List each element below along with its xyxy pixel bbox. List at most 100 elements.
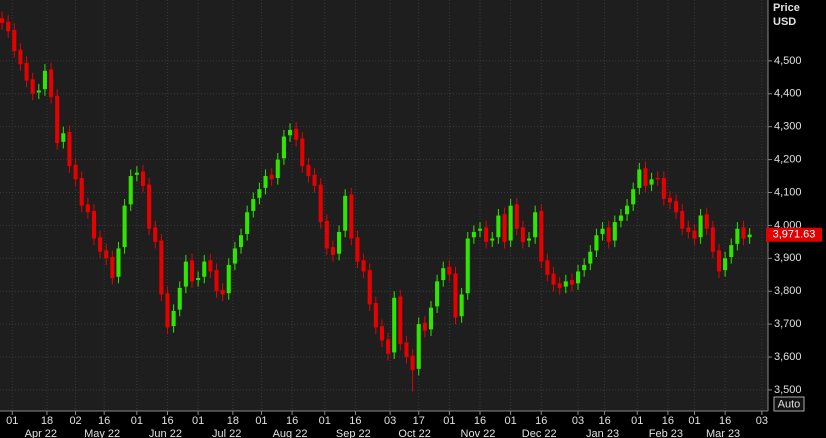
x-tick-label: 01 (505, 415, 517, 427)
candle-body (686, 227, 691, 232)
candle-body (477, 228, 483, 231)
x-tick-label: 02 (69, 415, 81, 427)
candle-body (355, 237, 360, 262)
y-tick-label: 4,100 (774, 186, 802, 198)
x-tick-label: 17 (413, 415, 425, 427)
x-tick-label: 18 (41, 415, 53, 427)
candle-body (214, 270, 219, 292)
month-label: Nov 22 (461, 428, 496, 438)
candle-body (147, 184, 152, 229)
candle-body (379, 326, 384, 341)
candle-body (618, 215, 623, 221)
candle-body (110, 256, 115, 279)
candle-body (723, 258, 728, 271)
candle-body (159, 240, 164, 295)
last-price-box (766, 227, 822, 242)
candle-body (514, 204, 519, 229)
y-tick-label: 3,900 (774, 252, 802, 264)
candle-body (18, 49, 23, 65)
candle-body (324, 220, 329, 249)
candle-body (520, 227, 525, 242)
candle-body (61, 133, 66, 142)
candle-body (42, 70, 47, 90)
candle-body (392, 297, 397, 353)
candle-body (269, 174, 274, 180)
x-tick-label: 16 (474, 415, 486, 427)
candle-body (312, 174, 317, 186)
candle-body (404, 342, 409, 358)
candle-body (128, 176, 133, 205)
month-label: Mar 23 (706, 428, 740, 438)
candle-body (674, 201, 679, 213)
month-label: Apr 22 (25, 428, 57, 438)
candle-body (12, 29, 17, 52)
candle-body (441, 268, 446, 281)
candle-body (625, 205, 630, 215)
plot-area (0, 0, 768, 411)
candle-body (134, 172, 139, 175)
candle-body (196, 278, 201, 281)
candle-body (716, 250, 722, 272)
candle-body (582, 264, 587, 271)
candle-body (189, 260, 195, 282)
auto-button[interactable] (773, 396, 805, 412)
candle-body (251, 199, 256, 211)
x-tick-label: 16 (286, 415, 298, 427)
candle-body (649, 179, 654, 185)
candle-body (410, 355, 415, 371)
month-label: May 22 (84, 428, 120, 438)
candle-body (318, 184, 323, 223)
candle-body (735, 228, 740, 244)
candle-body (367, 270, 372, 305)
candle-body (226, 264, 231, 294)
candle-body (435, 281, 440, 307)
candle-body (490, 238, 495, 241)
x-tick-label: 03 (756, 415, 768, 427)
auto-button-label[interactable]: Auto (778, 398, 801, 410)
candle-body (73, 164, 78, 180)
candle-body (263, 176, 268, 188)
candle-body (79, 178, 84, 206)
y-tick-label: 4,400 (774, 88, 802, 100)
candle-body (729, 245, 734, 257)
candle-body (343, 195, 348, 231)
candle-body (165, 293, 170, 328)
candle-body (300, 138, 305, 167)
candle-body (453, 273, 458, 318)
candle-body (661, 178, 666, 200)
month-label: Jul 22 (212, 428, 241, 438)
candle-body (0, 18, 5, 24)
x-tick-label: 03 (572, 415, 584, 427)
x-tick-label: 16 (349, 415, 361, 427)
y-tick-label: 3,600 (774, 351, 802, 363)
candle-body (643, 168, 648, 186)
candle-body (294, 128, 299, 140)
x-tick-label: 03 (384, 415, 396, 427)
candle-body (667, 197, 672, 203)
candle-body (484, 227, 489, 242)
candle-body (428, 307, 434, 330)
candle-body (220, 289, 225, 295)
y-tick-label: 4,300 (774, 121, 802, 133)
candle-body (98, 237, 103, 252)
x-tick-label: 01 (131, 415, 143, 427)
y-tick-label: 4,500 (774, 55, 802, 67)
candle-body (104, 250, 109, 259)
candle-body (704, 214, 709, 229)
candle-body (122, 205, 127, 248)
x-tick-label: 01 (688, 415, 700, 427)
axis-title: Price (773, 2, 800, 14)
candle-body (637, 169, 642, 188)
candle-body (306, 164, 311, 177)
candle-body (416, 324, 421, 369)
month-label: Feb 23 (649, 428, 683, 438)
candle-body (140, 171, 146, 186)
x-tick-label: 16 (598, 415, 610, 427)
candle-body (288, 129, 293, 136)
month-label: Dec 22 (522, 428, 557, 438)
axis-panel (768, 0, 826, 438)
x-axis-panel (0, 411, 768, 438)
candle-body (361, 260, 366, 272)
candle-body (502, 214, 507, 242)
